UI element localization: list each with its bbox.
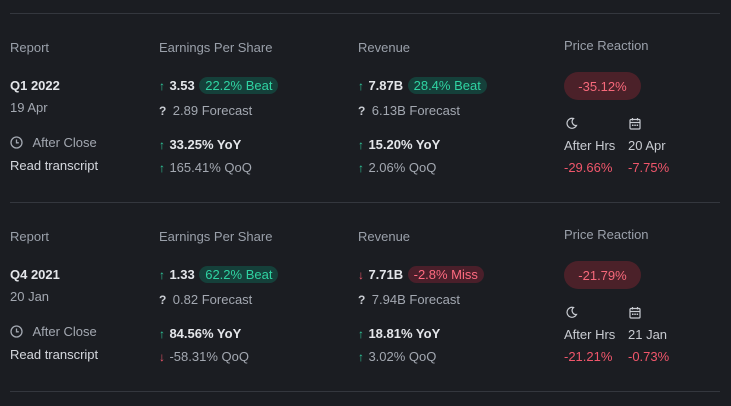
eps-yoy-value: 84.56% YoY bbox=[169, 326, 242, 341]
eps-qoq: ↓ -58.31% QoQ bbox=[159, 348, 249, 366]
arrow-up-icon: ↑ bbox=[358, 161, 364, 175]
eps-actual-value: 1.33 bbox=[169, 267, 195, 282]
next-day-date: 20 Apr bbox=[628, 138, 666, 153]
column-header-price: Price Reaction bbox=[564, 38, 649, 53]
clock-icon bbox=[10, 325, 23, 338]
arrow-up-icon: ↑ bbox=[159, 138, 165, 152]
eps-beat-badge: 62.2% Beat bbox=[199, 266, 279, 283]
calendar-icon bbox=[629, 307, 641, 319]
eps-yoy-value: 33.25% YoY bbox=[169, 137, 242, 152]
revenue-yoy: ↑ 18.81% YoY bbox=[358, 325, 440, 343]
revenue-forecast: ? 7.94B Forecast bbox=[358, 291, 460, 309]
column-header-price: Price Reaction bbox=[564, 227, 649, 242]
arrow-down-icon: ↓ bbox=[358, 268, 364, 282]
eps-forecast: ? 2.89 Forecast bbox=[159, 102, 252, 120]
arrow-up-icon: ↑ bbox=[358, 138, 364, 152]
arrow-down-icon: ↓ bbox=[159, 350, 165, 364]
revenue-beat-badge: 28.4% Beat bbox=[407, 77, 487, 94]
earnings-report-row: Report Earnings Per Share Revenue Price … bbox=[0, 189, 731, 369]
eps-beat-badge: 22.2% Beat bbox=[199, 77, 279, 94]
report-timing: After Close bbox=[10, 134, 97, 152]
eps-actual: ↑ 3.53 22.2% Beat bbox=[159, 77, 279, 95]
price-reaction-pill: -35.12% bbox=[564, 72, 641, 100]
after-hours-label: After Hrs bbox=[564, 138, 616, 153]
timing-label: After Close bbox=[32, 135, 97, 150]
moon-icon bbox=[566, 306, 578, 318]
report-date: 20 Jan bbox=[10, 289, 50, 304]
question-mark-icon: ? bbox=[159, 104, 167, 118]
next-day-change: -0.73% bbox=[628, 349, 670, 364]
revenue-actual-value: 7.71B bbox=[368, 267, 404, 282]
read-transcript-link[interactable]: Read transcript bbox=[10, 158, 99, 173]
revenue-forecast: ? 6.13B Forecast bbox=[358, 102, 460, 120]
moon-icon bbox=[566, 117, 578, 129]
revenue-yoy-value: 15.20% YoY bbox=[368, 137, 441, 152]
revenue-actual: ↓ 7.71B -2.8% Miss bbox=[358, 266, 484, 284]
question-mark-icon: ? bbox=[159, 293, 167, 307]
question-mark-icon: ? bbox=[358, 104, 366, 118]
eps-actual-value: 3.53 bbox=[169, 78, 195, 93]
arrow-up-icon: ↑ bbox=[159, 327, 165, 341]
revenue-actual: ↑ 7.87B 28.4% Beat bbox=[358, 77, 487, 95]
revenue-qoq-value: 2.06% QoQ bbox=[368, 160, 437, 175]
column-header-eps: Earnings Per Share bbox=[159, 40, 273, 55]
report-timing: After Close bbox=[10, 323, 97, 341]
after-hours-change: -29.66% bbox=[564, 160, 613, 175]
eps-yoy: ↑ 33.25% YoY bbox=[159, 136, 241, 154]
revenue-qoq-value: 3.02% QoQ bbox=[368, 349, 437, 364]
revenue-forecast-value: 6.13B Forecast bbox=[371, 103, 460, 118]
report-date: 19 Apr bbox=[10, 100, 48, 115]
divider-middle bbox=[10, 202, 720, 203]
revenue-qoq: ↑ 3.02% QoQ bbox=[358, 348, 436, 366]
after-hours-label: After Hrs bbox=[564, 327, 616, 342]
next-day-change: -7.75% bbox=[628, 160, 670, 175]
column-header-report: Report bbox=[10, 40, 50, 55]
eps-qoq-value: -58.31% QoQ bbox=[169, 349, 249, 364]
revenue-qoq: ↑ 2.06% QoQ bbox=[358, 159, 436, 177]
read-transcript-link[interactable]: Read transcript bbox=[10, 347, 99, 362]
arrow-up-icon: ↑ bbox=[159, 79, 165, 93]
eps-forecast-value: 2.89 Forecast bbox=[172, 103, 253, 118]
question-mark-icon: ? bbox=[358, 293, 366, 307]
arrow-up-icon: ↑ bbox=[358, 79, 364, 93]
eps-yoy: ↑ 84.56% YoY bbox=[159, 325, 241, 343]
eps-qoq: ↑ 165.41% QoQ bbox=[159, 159, 252, 177]
arrow-up-icon: ↑ bbox=[159, 268, 165, 282]
divider-bottom bbox=[10, 391, 720, 392]
arrow-up-icon: ↑ bbox=[358, 350, 364, 364]
report-quarter: Q1 2022 bbox=[10, 78, 60, 93]
calendar-icon bbox=[629, 118, 641, 130]
revenue-yoy: ↑ 15.20% YoY bbox=[358, 136, 440, 154]
price-reaction-pill: -21.79% bbox=[564, 261, 641, 289]
eps-forecast-value: 0.82 Forecast bbox=[172, 292, 253, 307]
column-header-revenue: Revenue bbox=[358, 40, 411, 55]
next-day-date: 21 Jan bbox=[628, 327, 668, 342]
arrow-up-icon: ↑ bbox=[159, 161, 165, 175]
column-header-revenue: Revenue bbox=[358, 229, 411, 244]
eps-qoq-value: 165.41% QoQ bbox=[169, 160, 252, 175]
eps-actual: ↑ 1.33 62.2% Beat bbox=[159, 266, 279, 284]
report-quarter: Q4 2021 bbox=[10, 267, 60, 282]
revenue-yoy-value: 18.81% YoY bbox=[368, 326, 441, 341]
column-header-eps: Earnings Per Share bbox=[159, 229, 273, 244]
earnings-report-row: Report Earnings Per Share Revenue Price … bbox=[0, 0, 731, 180]
after-hours-change: -21.21% bbox=[564, 349, 613, 364]
revenue-miss-badge: -2.8% Miss bbox=[407, 266, 484, 283]
arrow-up-icon: ↑ bbox=[358, 327, 364, 341]
revenue-forecast-value: 7.94B Forecast bbox=[371, 292, 460, 307]
revenue-actual-value: 7.87B bbox=[368, 78, 404, 93]
clock-icon bbox=[10, 136, 23, 149]
timing-label: After Close bbox=[32, 324, 97, 339]
divider-top bbox=[10, 13, 720, 14]
column-header-report: Report bbox=[10, 229, 50, 244]
eps-forecast: ? 0.82 Forecast bbox=[159, 291, 252, 309]
